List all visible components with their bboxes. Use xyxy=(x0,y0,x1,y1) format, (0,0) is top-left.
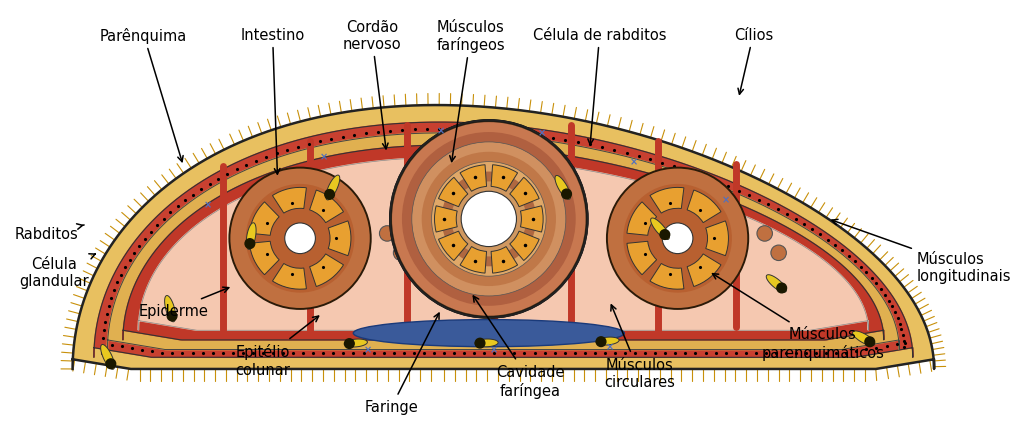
Wedge shape xyxy=(329,221,351,256)
Wedge shape xyxy=(706,221,728,256)
Polygon shape xyxy=(100,345,115,369)
Wedge shape xyxy=(438,178,468,207)
Text: ×: × xyxy=(321,151,329,161)
Circle shape xyxy=(452,182,526,257)
Circle shape xyxy=(393,246,409,261)
Polygon shape xyxy=(555,176,570,200)
Wedge shape xyxy=(492,247,517,273)
Wedge shape xyxy=(687,191,721,223)
Wedge shape xyxy=(492,165,517,192)
Text: ×: × xyxy=(630,157,638,167)
Wedge shape xyxy=(650,188,684,214)
Circle shape xyxy=(777,283,786,293)
Text: Cavidade
faríngea: Cavidade faríngea xyxy=(473,296,564,398)
Polygon shape xyxy=(123,146,884,340)
Circle shape xyxy=(402,133,575,306)
Text: ×: × xyxy=(436,125,444,135)
Polygon shape xyxy=(326,176,340,201)
Circle shape xyxy=(285,224,315,254)
Polygon shape xyxy=(853,331,874,346)
Circle shape xyxy=(246,184,354,293)
Circle shape xyxy=(106,359,116,369)
Text: Músculos
circulares: Músculos circulares xyxy=(604,305,675,389)
Circle shape xyxy=(392,123,586,316)
Wedge shape xyxy=(650,264,684,289)
Text: Parênquima: Parênquima xyxy=(100,28,187,162)
Text: Músculos
longitudinais: Músculos longitudinais xyxy=(831,220,1012,283)
Text: ×: × xyxy=(364,345,372,355)
Text: Faringe: Faringe xyxy=(365,313,439,414)
Circle shape xyxy=(431,162,546,276)
Wedge shape xyxy=(510,232,540,261)
Circle shape xyxy=(475,339,484,348)
Text: Músculos
parenquimáticos: Músculos parenquimáticos xyxy=(713,274,884,360)
Text: ×: × xyxy=(204,200,212,210)
Circle shape xyxy=(325,190,335,200)
Wedge shape xyxy=(309,191,343,223)
Polygon shape xyxy=(165,296,175,322)
Text: ×: × xyxy=(606,342,613,352)
Polygon shape xyxy=(766,275,786,293)
Wedge shape xyxy=(309,254,343,287)
Circle shape xyxy=(771,246,786,261)
Circle shape xyxy=(624,184,732,293)
Polygon shape xyxy=(650,218,670,240)
Circle shape xyxy=(865,337,874,347)
Polygon shape xyxy=(94,123,912,358)
Polygon shape xyxy=(138,158,868,330)
Wedge shape xyxy=(627,202,656,236)
Wedge shape xyxy=(460,165,486,192)
Circle shape xyxy=(663,224,693,254)
Text: ×: × xyxy=(538,128,546,138)
Text: ×: × xyxy=(722,195,730,205)
Circle shape xyxy=(380,226,395,242)
Text: Cílios: Cílios xyxy=(733,28,773,95)
Wedge shape xyxy=(510,178,540,207)
Text: Epiderme: Epiderme xyxy=(138,287,228,318)
Circle shape xyxy=(757,226,772,242)
Polygon shape xyxy=(344,339,368,347)
Circle shape xyxy=(606,167,750,310)
Circle shape xyxy=(422,152,556,286)
Polygon shape xyxy=(475,339,498,347)
Polygon shape xyxy=(73,106,934,369)
Wedge shape xyxy=(520,206,543,233)
Polygon shape xyxy=(247,223,256,250)
Circle shape xyxy=(660,230,670,240)
Wedge shape xyxy=(272,264,306,289)
Circle shape xyxy=(412,143,566,296)
Wedge shape xyxy=(438,232,468,261)
Wedge shape xyxy=(627,242,656,275)
Wedge shape xyxy=(687,254,721,287)
Circle shape xyxy=(245,239,255,249)
Circle shape xyxy=(344,339,354,349)
Circle shape xyxy=(608,169,748,308)
Text: Músculos
faríngeos: Músculos faríngeos xyxy=(436,20,505,162)
Polygon shape xyxy=(108,134,899,350)
Circle shape xyxy=(441,172,537,267)
Wedge shape xyxy=(250,202,280,236)
Wedge shape xyxy=(434,206,457,233)
Circle shape xyxy=(596,337,606,347)
Circle shape xyxy=(461,192,516,247)
Ellipse shape xyxy=(353,320,625,347)
Text: Cordão
nervoso: Cordão nervoso xyxy=(342,20,401,150)
Circle shape xyxy=(167,312,177,321)
Circle shape xyxy=(390,121,588,318)
Wedge shape xyxy=(272,188,306,214)
Text: Intestino: Intestino xyxy=(241,28,305,175)
Wedge shape xyxy=(250,242,280,275)
Text: Rabditos: Rabditos xyxy=(15,224,84,241)
Text: ×: × xyxy=(489,345,498,355)
Text: Epitélio
colunar: Epitélio colunar xyxy=(236,316,318,377)
Circle shape xyxy=(228,167,372,310)
Wedge shape xyxy=(460,247,486,273)
Text: Célula de rabditos: Célula de rabditos xyxy=(532,28,667,145)
Circle shape xyxy=(562,190,571,199)
Circle shape xyxy=(230,169,370,308)
Polygon shape xyxy=(596,337,620,345)
Text: Célula
glandular: Célula glandular xyxy=(19,254,95,289)
